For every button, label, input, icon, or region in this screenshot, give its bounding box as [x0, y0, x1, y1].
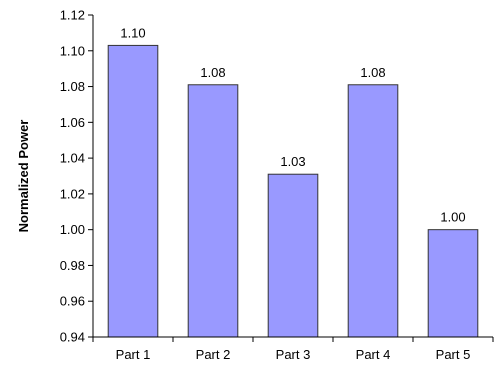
data-label: 1.08	[360, 65, 385, 80]
y-tick-label: 0.96	[60, 294, 85, 309]
x-axis-labels: Part 1 Part 2 Part 3 Part 4 Part 5	[92, 337, 494, 362]
data-label: 1.03	[280, 154, 305, 169]
x-tick-label: Part 1	[116, 347, 151, 362]
y-axis-title: Normalized Power	[16, 120, 31, 233]
y-tick-label: 1.10	[60, 43, 85, 58]
data-label: 1.10	[120, 25, 145, 40]
y-tick-label: 1.06	[60, 115, 85, 130]
y-tick-label: 0.94	[60, 330, 85, 345]
y-tick-label: 1.00	[60, 222, 85, 237]
y-tick-label: 1.02	[60, 186, 85, 201]
bar	[107, 44, 159, 338]
y-tick-label: 1.04	[60, 151, 85, 166]
y-axis-ticks: 0.94 0.96 0.98 1.00 1.02 1.04 1.06 1.08 1.10 1.12	[60, 8, 93, 345]
y-tick-label: 0.98	[60, 258, 85, 273]
bar	[347, 84, 399, 338]
bar	[267, 173, 319, 338]
x-tick-label: Part 2	[196, 347, 231, 362]
bar	[427, 229, 479, 338]
y-tick-label: 1.08	[60, 79, 85, 94]
bar	[187, 84, 239, 338]
data-label: 1.00	[440, 210, 465, 225]
x-tick-label: Part 5	[436, 347, 471, 362]
bars	[107, 44, 479, 338]
data-label: 1.08	[200, 65, 225, 80]
data-labels: 1.10 1.08 1.03 1.08 1.00	[120, 25, 465, 224]
y-tick-label: 1.12	[60, 8, 85, 23]
x-tick-label: Part 4	[356, 347, 391, 362]
x-tick-label: Part 3	[276, 347, 311, 362]
